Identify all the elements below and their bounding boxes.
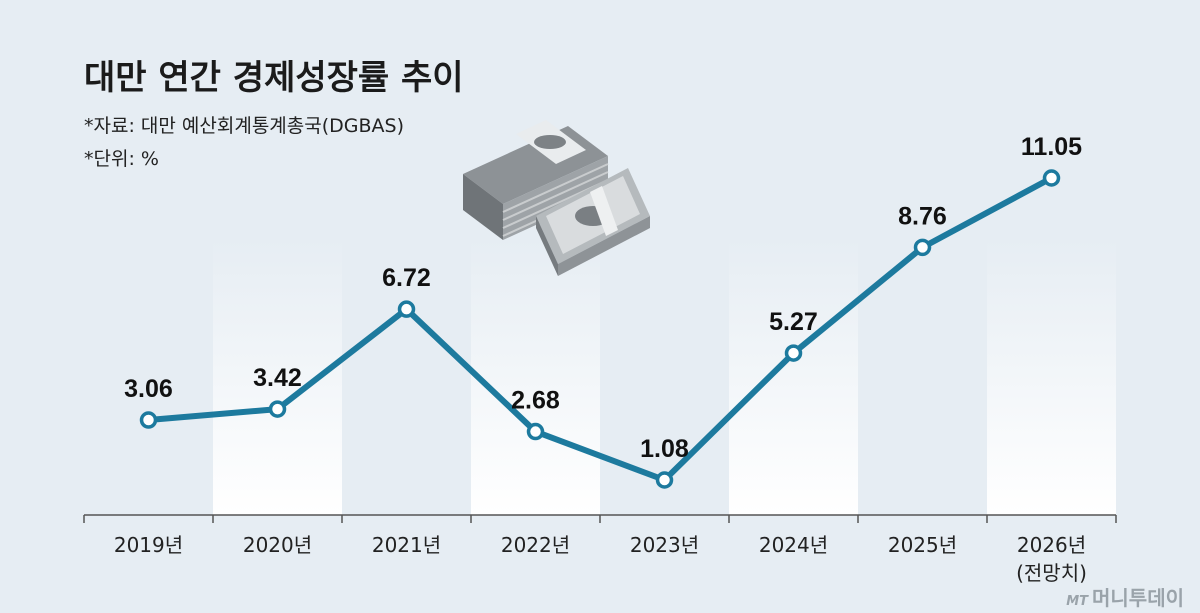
- series-line-group: [145, 175, 1055, 483]
- watermark: MT 머니투데이: [1066, 582, 1184, 611]
- data-point-2: [397, 300, 416, 318]
- data-point-4: [655, 471, 674, 489]
- tick-label-5: 2024년: [759, 533, 828, 557]
- data-points-group: [139, 169, 1061, 489]
- money-stack-illustration: [463, 120, 650, 276]
- data-labels-group: 3.06 3.42 6.72 2.68 1.08 5.27 8.76 11.05: [124, 133, 1082, 463]
- x-axis: [83, 514, 1117, 523]
- data-point-0: [139, 411, 158, 429]
- data-point-3: [526, 422, 545, 441]
- data-point-7: [1042, 169, 1061, 187]
- tick-label-3: 2022년: [501, 533, 570, 557]
- tick-label-7: 2026년: [1017, 533, 1086, 557]
- unit-note: *단위: %: [84, 148, 159, 170]
- data-label-6: 8.76: [898, 202, 947, 230]
- tick-label-4: 2023년: [630, 533, 699, 557]
- data-label-5: 5.27: [769, 308, 818, 336]
- series-line: [145, 175, 1055, 483]
- tick-label-1: 2020년: [243, 533, 312, 557]
- data-label-4: 1.08: [640, 435, 689, 463]
- background-column-3: [471, 238, 600, 515]
- watermark-brand: 머니투데이: [1092, 586, 1184, 610]
- data-point-1: [268, 400, 287, 418]
- tick-label-6: 2025년: [888, 533, 957, 557]
- data-label-1: 3.42: [253, 364, 302, 392]
- tick-label-2: 2021년: [372, 533, 441, 557]
- tick-sublabel-7: (전망치): [1016, 561, 1087, 585]
- data-point-5: [784, 344, 803, 362]
- data-label-7: 11.05: [1021, 133, 1082, 161]
- header: 대만 연간 경제성장률 추이 *자료: 대만 예산회계통계총국(DGBAS) *…: [84, 50, 464, 177]
- data-label-0: 3.06: [124, 375, 173, 403]
- background-column-5: [729, 238, 858, 515]
- watermark-mt: MT: [1066, 594, 1088, 609]
- page-title: 대만 연간 경제성장률 추이: [84, 58, 464, 98]
- money-stack-front: [536, 168, 650, 276]
- data-label-2: 6.72: [382, 264, 431, 292]
- source-note: *자료: 대만 예산회계통계총국(DGBAS): [84, 115, 405, 137]
- tick-labels-group: 2019년 2020년 2021년 2022년 2023년 2024년 2025년 2026년…: [114, 533, 1087, 585]
- data-point-6: [913, 238, 932, 257]
- background-column-7: [987, 238, 1116, 515]
- tick-label-0: 2019년: [114, 533, 183, 557]
- data-label-3: 2.68: [511, 387, 560, 415]
- background-columns: [213, 238, 1116, 515]
